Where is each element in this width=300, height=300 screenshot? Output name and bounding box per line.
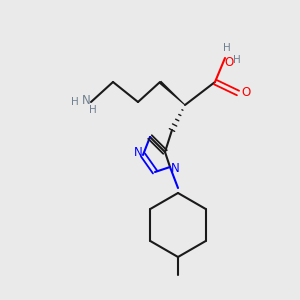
Text: N: N [171, 163, 179, 176]
Text: H: H [89, 105, 97, 115]
Text: H: H [71, 97, 79, 107]
Text: O: O [224, 56, 234, 70]
Text: H: H [233, 55, 241, 65]
Polygon shape [159, 81, 185, 105]
Text: N: N [82, 94, 90, 106]
Text: H: H [223, 43, 231, 53]
Text: O: O [242, 86, 250, 100]
Text: N: N [134, 146, 142, 160]
